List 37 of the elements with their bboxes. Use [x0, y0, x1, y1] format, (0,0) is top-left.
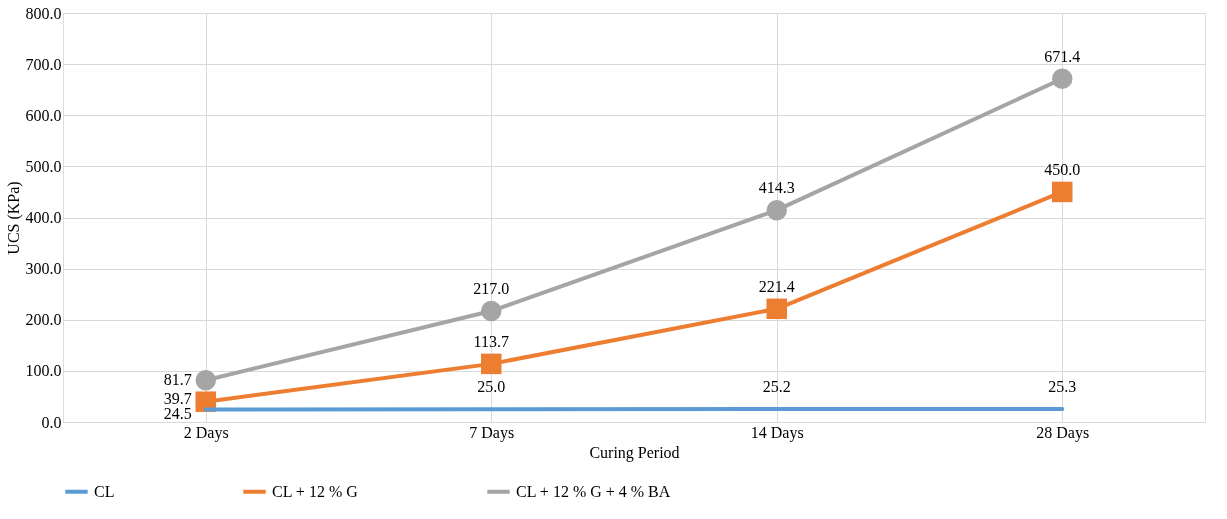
y-tick-label: 0.0 — [41, 413, 62, 431]
y-tick-label: 700.0 — [25, 55, 62, 73]
y-tick-label: 400.0 — [25, 209, 62, 226]
point — [481, 353, 502, 375]
point — [1052, 181, 1073, 203]
data-label: 39.7 — [163, 389, 192, 407]
data-label: 25.0 — [477, 378, 506, 396]
point — [195, 370, 216, 391]
data-label: 217.0 — [473, 280, 510, 298]
y-tick-label: 500.0 — [25, 157, 62, 175]
legend-label: CL — [94, 482, 115, 500]
x-axis-title: Curing Period — [589, 443, 680, 462]
data-label: 25.2 — [762, 378, 791, 396]
y-tick-label: 200.0 — [25, 311, 62, 329]
point — [1052, 68, 1073, 89]
legend-label: CL + 12 % G — [272, 482, 359, 500]
point — [766, 298, 787, 320]
x-tick-label: 7 Days — [469, 423, 515, 442]
y-tick-label: 300.0 — [25, 260, 62, 278]
y-tick-label: 800.0 — [25, 4, 62, 22]
data-label: 414.3 — [758, 179, 795, 197]
point — [766, 199, 787, 221]
data-label: 221.4 — [758, 277, 795, 295]
data-label: 113.7 — [473, 332, 509, 350]
data-label: 25.3 — [1048, 378, 1077, 396]
data-label: 450.0 — [1044, 160, 1081, 178]
y-tick-label: 100.0 — [25, 362, 62, 380]
x-tick-label: 28 Days — [1036, 423, 1090, 442]
data-label: 24.5 — [163, 405, 192, 423]
y-tick-label: 600.0 — [25, 106, 62, 124]
data-label: 81.7 — [163, 371, 192, 389]
point — [481, 300, 502, 322]
data-label: 671.4 — [1044, 47, 1081, 65]
legend-label: CL + 12 % G + 4 % BA — [516, 482, 671, 500]
x-tick-label: 2 Days — [183, 423, 229, 442]
x-tick-label: 14 Days — [750, 423, 804, 442]
y-axis-title: UCS (KPa) — [4, 181, 23, 255]
